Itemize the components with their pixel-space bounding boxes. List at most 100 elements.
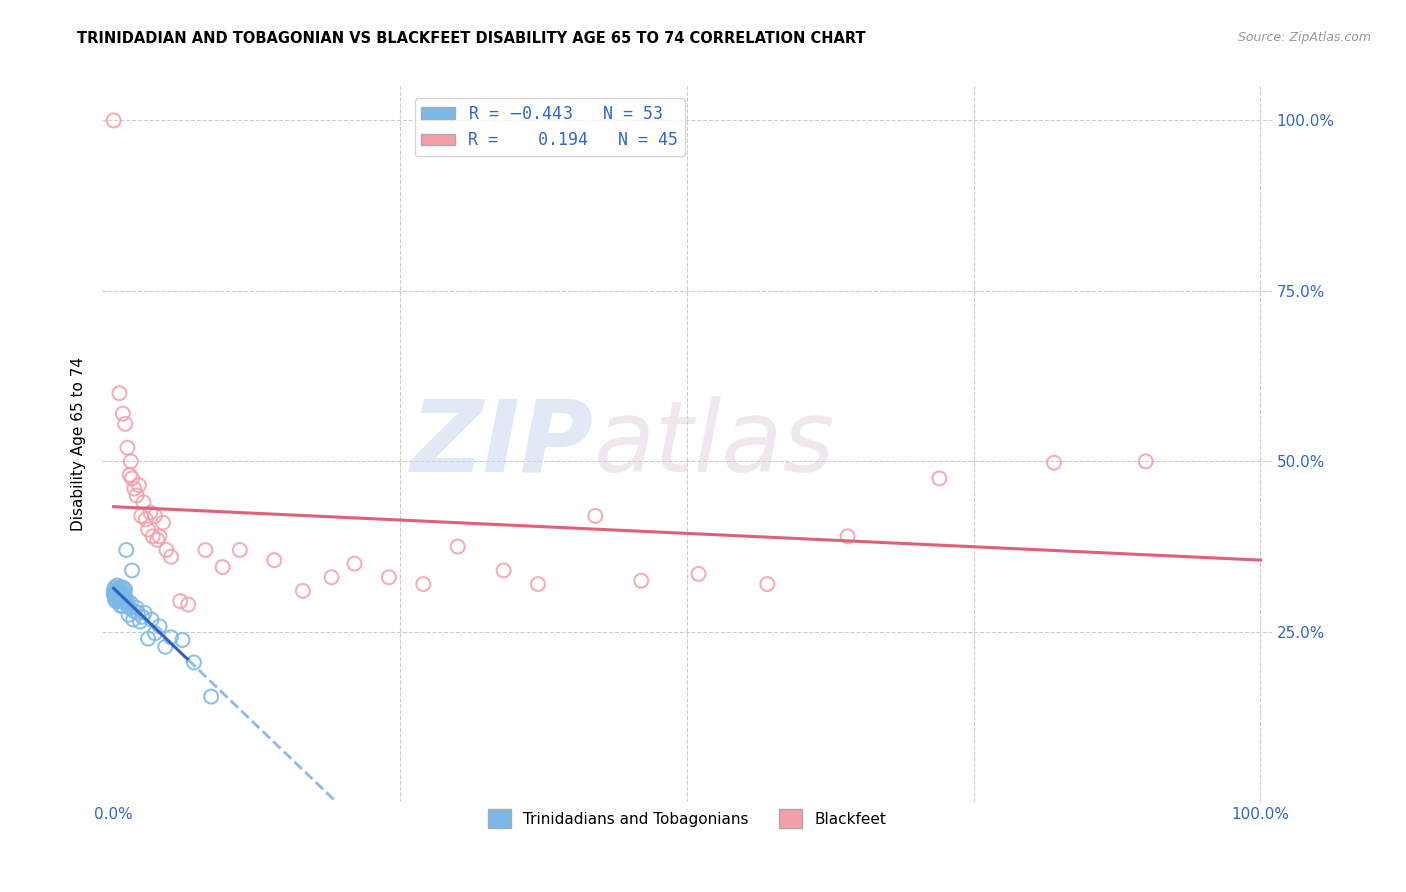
Point — [837, 529, 859, 543]
Point — [143, 508, 166, 523]
Point — [169, 594, 191, 608]
Point — [114, 417, 136, 431]
Point — [110, 581, 132, 595]
Point — [527, 577, 550, 591]
Point — [121, 471, 143, 485]
Point — [200, 690, 222, 704]
Point — [1135, 454, 1157, 468]
Point — [630, 574, 652, 588]
Point — [110, 585, 132, 599]
Point — [114, 594, 136, 608]
Point — [378, 570, 401, 584]
Point — [117, 599, 139, 613]
Point — [108, 582, 131, 597]
Point — [132, 495, 155, 509]
Point — [110, 599, 132, 613]
Point — [148, 619, 170, 633]
Text: TRINIDADIAN AND TOBAGONIAN VS BLACKFEET DISABILITY AGE 65 TO 74 CORRELATION CHAR: TRINIDADIAN AND TOBAGONIAN VS BLACKFEET … — [77, 31, 866, 46]
Point — [160, 630, 183, 644]
Point — [108, 594, 131, 608]
Point — [756, 577, 779, 591]
Point — [118, 468, 141, 483]
Point — [107, 594, 129, 608]
Point — [103, 583, 125, 598]
Point — [172, 632, 194, 647]
Point — [152, 516, 174, 530]
Point — [121, 564, 143, 578]
Point — [143, 626, 166, 640]
Point — [129, 508, 152, 523]
Point — [103, 587, 125, 601]
Text: atlas: atlas — [593, 396, 835, 492]
Point — [129, 615, 152, 629]
Point — [104, 594, 127, 608]
Point — [194, 543, 217, 558]
Point — [125, 601, 148, 615]
Point — [111, 590, 134, 604]
Point — [104, 581, 127, 595]
Point — [122, 613, 145, 627]
Point — [105, 578, 128, 592]
Point — [107, 591, 129, 605]
Point — [1043, 456, 1066, 470]
Text: Source: ZipAtlas.com: Source: ZipAtlas.com — [1237, 31, 1371, 45]
Point — [211, 560, 233, 574]
Point — [111, 594, 134, 608]
Point — [103, 113, 125, 128]
Point — [142, 529, 165, 543]
Point — [117, 607, 139, 622]
Point — [120, 596, 142, 610]
Point — [155, 543, 177, 558]
Point — [135, 512, 157, 526]
Point — [114, 582, 136, 597]
Legend: Trinidadians and Tobagonians, Blackfeet: Trinidadians and Tobagonians, Blackfeet — [482, 803, 893, 834]
Point — [108, 590, 131, 604]
Point — [105, 583, 128, 598]
Point — [148, 529, 170, 543]
Point — [492, 564, 515, 578]
Point — [136, 632, 159, 646]
Point — [120, 454, 142, 468]
Point — [688, 566, 710, 581]
Point — [104, 585, 127, 599]
Point — [111, 599, 134, 613]
Point — [412, 577, 434, 591]
Point — [155, 640, 177, 654]
Point — [229, 543, 252, 558]
Point — [127, 606, 149, 620]
Point — [115, 543, 138, 558]
Point — [117, 594, 139, 608]
Point — [111, 587, 134, 601]
Point — [107, 585, 129, 599]
Point — [146, 533, 169, 547]
Point — [291, 583, 314, 598]
Point — [125, 488, 148, 502]
Point — [131, 609, 153, 624]
Point — [105, 587, 128, 601]
Point — [447, 540, 470, 554]
Point — [136, 523, 159, 537]
Point — [141, 613, 163, 627]
Point — [108, 386, 131, 401]
Point — [263, 553, 285, 567]
Point — [134, 606, 156, 620]
Point — [139, 506, 162, 520]
Point — [928, 471, 950, 485]
Y-axis label: Disability Age 65 to 74: Disability Age 65 to 74 — [72, 358, 86, 532]
Point — [321, 570, 343, 584]
Point — [111, 581, 134, 595]
Point — [118, 601, 141, 615]
Point — [583, 508, 606, 523]
Point — [124, 482, 146, 496]
Point — [114, 590, 136, 604]
Point — [104, 590, 127, 604]
Point — [104, 582, 127, 597]
Point — [111, 407, 134, 421]
Point — [124, 604, 146, 618]
Text: ZIP: ZIP — [411, 396, 593, 492]
Point — [160, 549, 183, 564]
Point — [128, 478, 150, 492]
Point — [177, 598, 200, 612]
Point — [112, 594, 135, 608]
Point — [112, 585, 135, 599]
